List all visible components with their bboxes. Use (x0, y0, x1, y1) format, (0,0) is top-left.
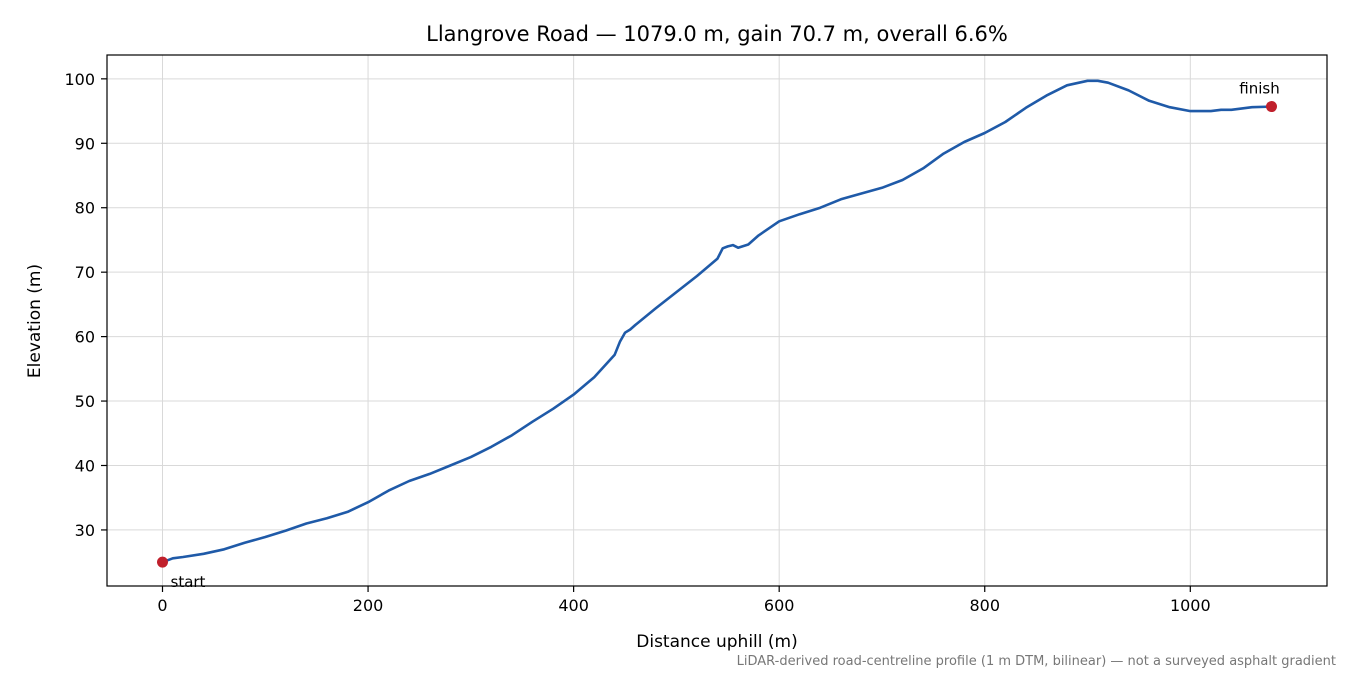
y-tick-label: 80 (75, 199, 95, 218)
marker-label-finish: finish (1239, 80, 1279, 98)
y-tick-label: 100 (64, 70, 95, 89)
x-tick-label: 0 (157, 596, 167, 615)
marker-start (157, 556, 169, 568)
x-tick-label: 200 (353, 596, 384, 615)
x-tick-label: 600 (764, 596, 795, 615)
marker-label-start: start (171, 573, 206, 591)
x-tick-label: 800 (969, 596, 1000, 615)
marker-finish (1265, 101, 1277, 113)
y-tick-label: 70 (75, 263, 95, 282)
y-tick-label: 50 (75, 392, 95, 411)
plot-area-frame (106, 54, 1328, 587)
x-axis-title: Distance uphill (m) (636, 632, 797, 652)
y-axis-title: Elevation (m) (25, 264, 45, 378)
elevation-line (161, 79, 1273, 564)
y-axis-ticks: 30 40 50 60 70 80 90 100 (64, 70, 107, 540)
y-tick-label: 30 (75, 521, 95, 540)
endpoint-markers: start finish (157, 80, 1280, 591)
chart-title: Llangrove Road — 1079.0 m, gain 70.7 m, … (426, 22, 1008, 46)
source-footnote: LiDAR-derived road-centreline profile (1… (737, 654, 1336, 669)
x-tick-label: 1000 (1170, 596, 1211, 615)
y-tick-label: 40 (75, 456, 95, 475)
y-tick-label: 90 (75, 134, 95, 153)
x-axis-ticks: 0 200 400 600 800 1000 (157, 586, 1211, 615)
x-tick-label: 400 (558, 596, 589, 615)
grid (107, 55, 1327, 586)
y-tick-label: 60 (75, 328, 95, 347)
